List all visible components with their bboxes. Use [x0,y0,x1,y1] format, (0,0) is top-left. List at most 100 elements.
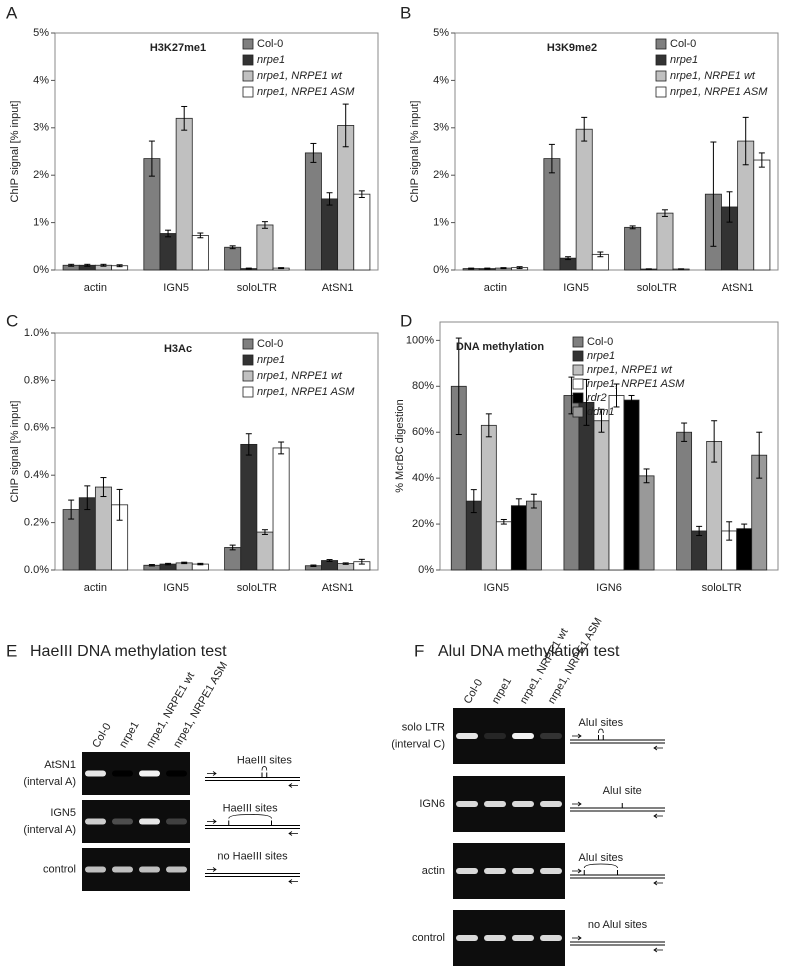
brace [598,728,604,734]
brace [583,863,618,869]
bar [736,528,753,571]
legend-swatch [242,370,254,382]
error-bar [597,251,604,258]
gel-band [512,733,534,739]
primer [288,831,298,836]
legend-swatch [572,364,584,376]
error-bar [530,493,537,509]
error-bar [116,488,123,521]
y-tick-label: 0.6% [24,422,49,434]
error-bar [758,152,765,168]
bar [224,547,242,571]
bar [175,117,193,271]
sites-label: no HaeIII sites [217,850,288,862]
y-tick-label: 80% [412,380,434,392]
legend-label: nrpe1, NRPE1 wt [257,370,343,382]
x-tick-label: actin [484,282,507,294]
y-tick-label: 5% [433,27,449,39]
gel-band [540,868,562,874]
bar [321,198,339,271]
legend-label: nrpe1, NRPE1 ASM [587,378,685,390]
error-bar [116,264,123,268]
error-bar [148,564,155,567]
error-bar [100,477,107,498]
gel-band [456,733,478,739]
legend-label: rdr2 [587,392,607,404]
y-tick-label: 1% [33,217,49,229]
bar [304,152,322,271]
legend-swatch [655,70,667,82]
y-tick-label: 3% [433,122,449,134]
gel-band [112,866,133,873]
row-label: IGN5 [50,807,76,819]
error-bar [598,408,605,433]
panel-label: A [6,3,18,22]
error-bar [726,191,733,223]
bar [624,226,642,271]
legend-swatch [572,350,584,362]
panel-label: C [6,311,18,330]
panel-label: E [6,641,17,660]
legend-swatch [242,86,254,98]
error-bar [742,116,749,166]
error-bar [358,190,365,198]
error-bar [229,245,236,250]
gel-band [85,818,106,825]
error-bar [548,143,555,174]
bar [691,530,708,571]
x-tick-label: AtSN1 [322,282,354,294]
row-label: solo LTR [402,721,445,733]
legend-swatch [242,354,254,366]
legend-label: nrpe1, NRPE1 ASM [257,386,355,398]
gel-band [484,868,506,874]
y-tick-label: 100% [406,334,434,346]
gel-title: HaeIII DNA methylation test [30,643,227,660]
error-bar [583,378,590,426]
y-tick-label: 1% [433,217,449,229]
legend-swatch [242,54,254,66]
gel-band [166,770,187,777]
legend-swatch [572,378,584,390]
error-bar [628,394,635,406]
gel-band [112,770,133,777]
gel-band [512,801,534,807]
error-bar [756,431,763,479]
bar [575,128,593,271]
x-tick-label: AtSN1 [322,582,354,594]
lane-label: nrpe1 [490,676,514,706]
legend-swatch [242,386,254,398]
row-label: actin [422,865,445,877]
y-tick-label: 4% [433,74,449,86]
gel-band [139,866,160,873]
gel-band [139,770,160,777]
brace [228,814,272,819]
bar [593,420,610,571]
y-tick-label: 0.4% [24,469,49,481]
lane-label: nrpe1 [117,720,141,750]
gel-band [456,801,478,807]
error-bar [643,468,650,484]
error-bar [261,529,268,535]
error-bar [68,499,75,520]
y-tick-label: 3% [33,122,49,134]
error-bar [165,562,172,566]
gel-band [139,818,160,825]
gel-title: AluI DNA methylation test [438,643,620,660]
gel-band [484,801,506,807]
row-label: IGN6 [419,798,445,810]
panel-label: F [414,641,424,660]
lane-label: nrpe1, NRPE1 wt [144,670,197,750]
gel-band [540,801,562,807]
legend-label: nrpe1 [670,54,698,66]
legend-swatch [242,70,254,82]
legend-label: nrpe1 [257,54,285,66]
bar [256,224,274,271]
x-tick-label: IGN5 [163,582,189,594]
gel-band [512,935,534,941]
error-bar [165,229,172,238]
legend-label: nrpe1, NRPE1 ASM [257,86,355,98]
row-label: control [412,932,445,944]
legend-label: ddm1 [587,406,615,418]
panel-label: B [400,3,411,22]
